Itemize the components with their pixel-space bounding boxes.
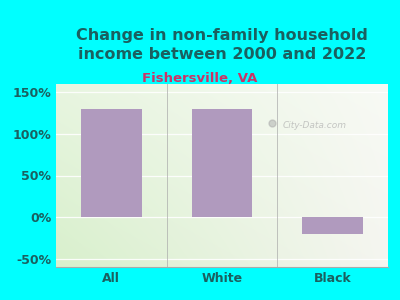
Bar xyxy=(81,109,142,217)
Bar xyxy=(302,217,363,234)
Text: City-Data.com: City-Data.com xyxy=(283,121,347,130)
Text: Fishersville, VA: Fishersville, VA xyxy=(142,72,258,85)
Title: Change in non-family household
income between 2000 and 2022: Change in non-family household income be… xyxy=(76,28,368,62)
Bar xyxy=(192,109,252,217)
